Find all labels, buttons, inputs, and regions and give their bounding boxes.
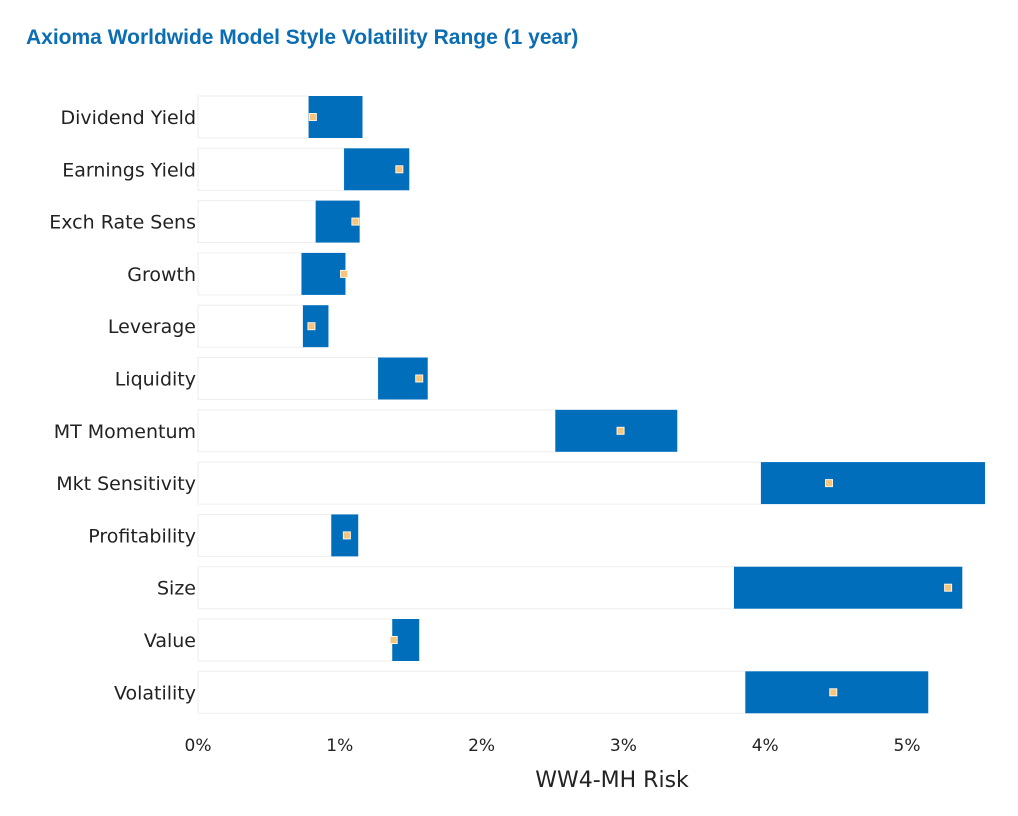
category-label-size: Size [157, 578, 196, 600]
range-bar-mt-momentum [555, 410, 677, 452]
base-bar-liquidity [198, 358, 378, 400]
volatility-range-chart: Dividend Yield Earnings Yield Exch Rate Se… [0, 0, 1018, 816]
category-label-leverage: Leverage [108, 316, 196, 338]
range-bar-growth [302, 253, 346, 295]
x-tick-labels-layer: 0% 1% 2% 3% 4% 5% [185, 736, 921, 756]
category-label-dividend-yield: Dividend Yield [60, 107, 196, 129]
range-bar-mkt-sensitivity [761, 462, 985, 504]
base-bar-growth [198, 253, 302, 295]
x-tick-label: 0% [185, 736, 212, 756]
chart-page: Axioma Worldwide Model Style Volatility … [0, 0, 1018, 816]
current-marker-volatility [830, 689, 837, 696]
category-label-mt-momentum: MT Momentum [54, 421, 196, 443]
current-marker-value [390, 637, 397, 644]
x-tick-label: 2% [468, 736, 495, 756]
category-label-liquidity: Liquidity [115, 369, 196, 391]
x-tick-label: 3% [610, 736, 637, 756]
base-bar-earnings-yield [198, 148, 344, 190]
current-marker-mkt-sensitivity [826, 480, 833, 487]
x-tick-label: 1% [326, 736, 353, 756]
base-bar-profitability [198, 514, 331, 556]
base-bars-layer [198, 96, 761, 713]
current-marker-dividend-yield [309, 114, 316, 121]
current-marker-mt-momentum [617, 427, 624, 434]
range-bar-size [734, 567, 962, 609]
base-bar-exch-rate-sens [198, 201, 316, 243]
base-bar-dividend-yield [198, 96, 309, 138]
current-marker-profitability [343, 532, 350, 539]
current-marker-liquidity [416, 375, 423, 382]
base-bar-mkt-sensitivity [198, 462, 761, 504]
range-bar-leverage [303, 305, 329, 347]
base-bar-mt-momentum [198, 410, 555, 452]
category-label-value: Value [144, 630, 196, 652]
current-marker-growth [341, 270, 348, 277]
x-axis-title: WW4-MH Risk [535, 768, 689, 793]
current-marker-leverage [308, 323, 315, 330]
base-bar-size [198, 567, 734, 609]
category-label-volatility: Volatility [114, 682, 196, 704]
base-bar-value [198, 619, 392, 661]
current-marker-size [945, 584, 952, 591]
category-label-profitability: Profitability [88, 525, 196, 547]
x-tick-label: 4% [752, 736, 779, 756]
x-tick-label: 5% [894, 736, 921, 756]
current-marker-exch-rate-sens [352, 218, 359, 225]
category-labels-layer: Dividend Yield Earnings Yield Exch Rate Se… [49, 107, 196, 704]
category-label-exch-rate-sens: Exch Rate Sens [49, 212, 196, 234]
base-bar-volatility [198, 671, 745, 713]
current-marker-earnings-yield [396, 166, 403, 173]
range-bars-layer [302, 96, 985, 713]
category-label-mkt-sensitivity: Mkt Sensitivity [56, 473, 196, 495]
category-label-earnings-yield: Earnings Yield [62, 159, 196, 181]
base-bar-leverage [198, 305, 303, 347]
category-label-growth: Growth [127, 264, 196, 286]
